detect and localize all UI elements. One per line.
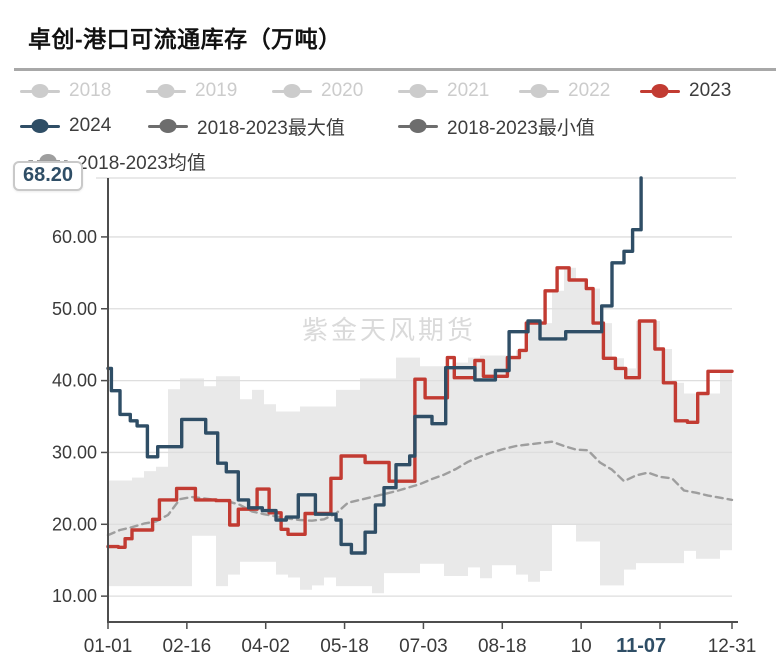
x-tick-label: 08-18 [478,636,527,657]
y-tick-label: 10.00 [52,586,97,606]
x-tick-label: 07-03 [399,636,448,657]
y-tick-label: 50.00 [52,299,97,319]
seasonal-line-chart: 10.00 20.00 30.00 40.00 50.00 60.00 01-01 02-16… [0,0,784,665]
chart-panel: 卓创-港口可流通库存（万吨） 201820192020202120222023 … [0,0,784,665]
x-tick-label: 04-02 [241,636,290,657]
x-tick-label: 01-01 [84,636,133,657]
x-highlight-label: 11-07 [616,635,666,657]
x-tick-label: 02-16 [163,636,212,657]
x-tick-label: 05-18 [320,636,369,657]
band-area [108,268,732,594]
y-tick-label: 30.00 [52,442,97,462]
x-tick-label: 10 [571,636,592,657]
y-tick-label: 40.00 [52,371,97,391]
y-tick-label: 20.00 [52,514,97,534]
x-tick-label: 12-31 [708,636,757,657]
latest-value-badge: 68.20 [13,161,83,191]
y-tick-label: 60.00 [52,227,97,247]
